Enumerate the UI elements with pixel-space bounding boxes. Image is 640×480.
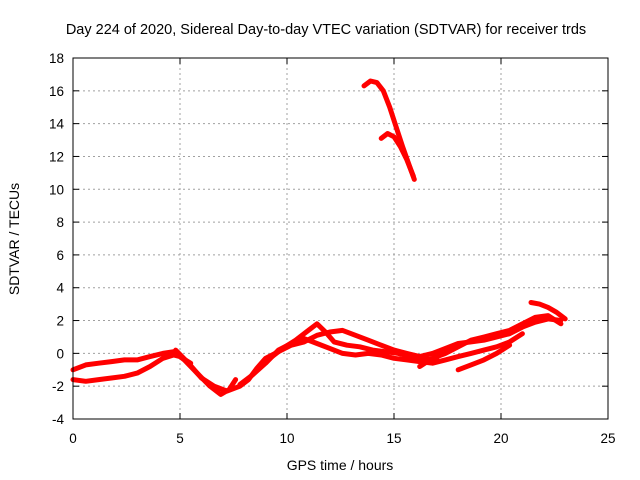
- axis-ticks: 0 5 10 15 20 25 -4 -2 0 2 4 6 8 10 12 14 16 18: [49, 51, 616, 446]
- y-tick-label: -2: [52, 379, 64, 394]
- y-tick-label: 6: [56, 248, 64, 263]
- series-line-track-h: [528, 300, 568, 322]
- y-tick-label: -4: [52, 412, 64, 427]
- y-axis-label: SDTVAR / TECUs: [6, 183, 22, 295]
- x-tick-label: 10: [279, 431, 294, 446]
- y-tick-label: 16: [49, 84, 64, 99]
- series-line-track-j: [378, 131, 416, 179]
- series-line-track-a: [70, 349, 239, 397]
- series-line-track-b: [70, 352, 194, 384]
- x-tick-label: 5: [176, 431, 184, 446]
- series-line-track-f: [417, 313, 564, 369]
- chart-title: Day 224 of 2020, Sidereal Day-to-day VTE…: [66, 22, 586, 38]
- data-series: [70, 78, 568, 397]
- y-tick-label: 4: [56, 281, 64, 296]
- x-tick-label: 20: [493, 431, 508, 446]
- y-tick-label: 2: [56, 314, 64, 329]
- y-tick-label: 18: [49, 51, 64, 66]
- series-line-track-g: [455, 342, 513, 373]
- series-line-track-e: [254, 321, 440, 373]
- plot-frame: [72, 57, 609, 420]
- y-tick-label: 0: [56, 346, 64, 361]
- x-tick-label: 0: [69, 431, 77, 446]
- y-tick-label: 8: [56, 215, 64, 230]
- y-tick-label: 14: [49, 117, 65, 132]
- x-tick-label: 25: [600, 431, 615, 446]
- y-tick-label: 12: [49, 149, 64, 164]
- x-tick-label: 15: [386, 431, 401, 446]
- x-axis-label: GPS time / hours: [287, 457, 394, 473]
- y-tick-label: 10: [49, 182, 64, 197]
